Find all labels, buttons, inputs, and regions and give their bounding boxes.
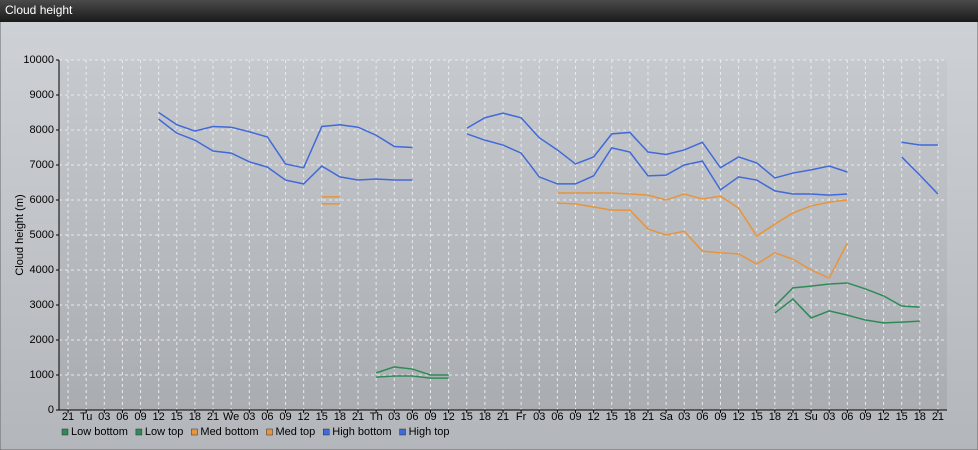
x-tick-label: 18 [624, 411, 636, 423]
x-tick-label: 09 [714, 411, 726, 423]
x-tick-label: 21 [352, 411, 364, 423]
x-tick-label: 18 [914, 411, 926, 423]
series-line [321, 202, 848, 280]
x-tick-label: 03 [533, 411, 545, 423]
x-tick-label: 18 [769, 411, 781, 423]
x-tick-label: Fr [516, 411, 527, 423]
x-tick-label: 06 [841, 411, 853, 423]
series-line [321, 192, 848, 238]
x-tick-label: 03 [98, 411, 110, 423]
y-axis-label: Cloud height (m) [14, 194, 26, 275]
x-tick-label: 12 [732, 411, 744, 423]
y-tick-label: 4000 [30, 264, 54, 276]
x-tick-label: 12 [443, 411, 455, 423]
y-tick-label: 7000 [30, 159, 54, 171]
x-tick-label: 09 [279, 411, 291, 423]
y-tick-label: 0 [48, 404, 54, 416]
x-tick-label: We [223, 411, 239, 423]
x-tick-label: 12 [877, 411, 889, 423]
x-tick-label: 21 [207, 411, 219, 423]
x-tick-label: 12 [298, 411, 310, 423]
x-tick-label: Tu [80, 411, 92, 423]
x-tick-label: 15 [316, 411, 328, 423]
legend-label: High top [409, 426, 450, 438]
x-tick-label: 21 [497, 411, 509, 423]
x-tick-label: 06 [696, 411, 708, 423]
legend-marker [61, 428, 69, 436]
x-tick-label: 09 [569, 411, 581, 423]
x-tick-label: 21 [642, 411, 654, 423]
x-tick-label: Th [370, 411, 383, 423]
x-tick-label: 12 [153, 411, 165, 423]
x-tick-label: 09 [859, 411, 871, 423]
x-tick-label: 15 [896, 411, 908, 423]
x-tick-label: 03 [388, 411, 400, 423]
x-tick-label: 03 [243, 411, 255, 423]
legend-marker [399, 428, 406, 436]
x-tick-label: 06 [116, 411, 128, 423]
series-line [158, 111, 938, 179]
y-tick-label: 8000 [30, 124, 54, 136]
y-tick-label: 1000 [30, 369, 54, 381]
x-tick-label: 18 [189, 411, 201, 423]
x-tick-label: 09 [134, 411, 146, 423]
y-tick-label: 6000 [30, 194, 54, 206]
series-line [158, 118, 939, 196]
y-tick-label: 10000 [23, 54, 54, 66]
legend-label: Med top [276, 426, 316, 438]
x-tick-label: 06 [551, 411, 563, 423]
x-tick-label: 06 [261, 411, 273, 423]
series-line [375, 282, 920, 376]
y-tick-label: 5000 [30, 229, 54, 241]
legend-label: High bottom [332, 426, 391, 438]
x-tick-label: 03 [678, 411, 690, 423]
x-tick-label: 18 [479, 411, 491, 423]
y-tick-label: 3000 [30, 299, 54, 311]
x-tick-label: 21 [932, 411, 944, 423]
x-tick-label: 15 [461, 411, 473, 423]
x-tick-label: 15 [751, 411, 763, 423]
legend-label: Low bottom [71, 426, 128, 438]
legend-label: Med bottom [200, 426, 258, 438]
y-tick-label: 2000 [30, 334, 54, 346]
x-tick-label: 15 [171, 411, 183, 423]
x-tick-label: 03 [823, 411, 835, 423]
x-tick-label: Su [804, 411, 817, 423]
x-tick-label: 21 [787, 411, 799, 423]
legend-marker [135, 428, 143, 436]
y-tick-label: 9000 [30, 89, 54, 101]
series-line [376, 298, 920, 379]
legend-marker [266, 428, 273, 436]
legend-marker [323, 428, 330, 436]
x-tick-label: 15 [606, 411, 618, 423]
legend-label: Low top [145, 426, 184, 438]
window-title: Cloud height [5, 3, 73, 17]
x-tick-label: Sa [659, 411, 673, 423]
legend-marker [191, 428, 198, 436]
x-tick-label: 21 [62, 411, 74, 423]
title-bar [0, 0, 978, 22]
x-tick-label: 06 [406, 411, 418, 423]
x-tick-label: 12 [587, 411, 599, 423]
x-tick-label: 18 [334, 411, 346, 423]
x-tick-label: 09 [424, 411, 436, 423]
